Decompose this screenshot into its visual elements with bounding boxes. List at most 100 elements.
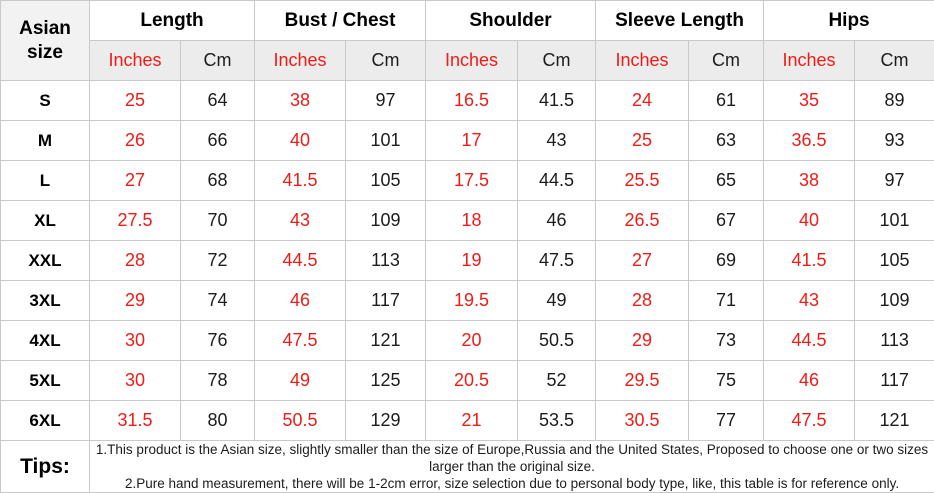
- sleeve-inches-value: 28: [595, 280, 690, 321]
- bust-cm-value: 113: [345, 240, 427, 281]
- shoulder-cm-value: 49: [517, 280, 597, 321]
- shoulder-inches-value: 19.5: [425, 280, 519, 321]
- sleeve-inches-header: Inches: [595, 40, 690, 81]
- shoulder-cm-value: 44.5: [517, 160, 597, 201]
- hips-cm-value: 113: [854, 320, 934, 361]
- shoulder-inches-value: 19: [425, 240, 519, 281]
- sleeve-cm-value: 71: [688, 280, 765, 321]
- hips-inches-value: 40: [763, 200, 856, 241]
- header-row-groups: Asian size Length Bust / Chest Shoulder …: [0, 0, 934, 81]
- sleeve-inches-value: 25: [595, 120, 690, 161]
- bust-cm-value: 101: [345, 120, 427, 161]
- hips-inches-value: 35: [763, 80, 856, 121]
- hips-cm-value: 101: [854, 200, 934, 241]
- size-label: 5XL: [0, 360, 90, 401]
- shoulder-inches-value: 21: [425, 400, 519, 441]
- length-inches-value: 26: [89, 120, 181, 161]
- column-group-shoulder: Shoulder: [425, 0, 597, 41]
- size-label: S: [0, 80, 90, 121]
- bust-cm-value: 125: [345, 360, 427, 401]
- sleeve-inches-value: 25.5: [595, 160, 690, 201]
- hips-cm-value: 93: [854, 120, 934, 161]
- shoulder-cm-header: Cm: [517, 40, 597, 81]
- length-inches-value: 27: [89, 160, 181, 201]
- bust-inches-value: 44.5: [254, 240, 347, 281]
- table-row-xl: XL 27.5 70 43 109 18 46 26.5 67 40 101: [0, 200, 934, 241]
- length-cm-value: 64: [179, 80, 256, 121]
- size-label: M: [0, 120, 90, 161]
- length-inches-value: 28: [89, 240, 181, 281]
- length-inches-header: Inches: [89, 40, 181, 81]
- column-group-hips: Hips: [763, 0, 934, 41]
- sleeve-inches-value: 27: [595, 240, 690, 281]
- bust-inches-value: 40: [254, 120, 347, 161]
- size-label: 6XL: [0, 400, 90, 441]
- table-row-5xl: 5XL 30 78 49 125 20.5 52 29.5 75 46 117: [0, 360, 934, 401]
- table-row-l: L 27 68 41.5 105 17.5 44.5 25.5 65 38 97: [0, 160, 934, 201]
- shoulder-cm-value: 46: [517, 200, 597, 241]
- bust-cm-value: 117: [345, 280, 427, 321]
- length-cm-value: 66: [179, 120, 256, 161]
- shoulder-cm-value: 50.5: [517, 320, 597, 361]
- table-row-3xl: 3XL 29 74 46 117 19.5 49 28 71 43 109: [0, 280, 934, 321]
- hips-inches-header: Inches: [763, 40, 856, 81]
- shoulder-cm-value: 52: [517, 360, 597, 401]
- bust-inches-value: 46: [254, 280, 347, 321]
- bust-inches-value: 43: [254, 200, 347, 241]
- shoulder-inches-value: 20.5: [425, 360, 519, 401]
- shoulder-cm-value: 47.5: [517, 240, 597, 281]
- sleeve-inches-value: 24: [595, 80, 690, 121]
- hips-inches-value: 41.5: [763, 240, 856, 281]
- bust-inches-value: 49: [254, 360, 347, 401]
- length-inches-value: 30: [89, 360, 181, 401]
- shoulder-cm-value: 41.5: [517, 80, 597, 121]
- length-cm-value: 78: [179, 360, 256, 401]
- hips-inches-value: 44.5: [763, 320, 856, 361]
- bust-cm-value: 97: [345, 80, 427, 121]
- length-inches-value: 27.5: [89, 200, 181, 241]
- length-cm-value: 76: [179, 320, 256, 361]
- tips-label: Tips:: [0, 439, 90, 493]
- bust-inches-value: 50.5: [254, 400, 347, 441]
- bust-inches-value: 41.5: [254, 160, 347, 201]
- shoulder-inches-value: 17: [425, 120, 519, 161]
- shoulder-inches-value: 20: [425, 320, 519, 361]
- header-row-units: Inches Cm Inches Cm Inches Cm Inches Cm …: [1, 40, 934, 81]
- size-label: XXL: [0, 240, 90, 281]
- shoulder-inches-value: 18: [425, 200, 519, 241]
- length-cm-header: Cm: [179, 40, 256, 81]
- bust-cm-header: Cm: [345, 40, 427, 81]
- tips-note-1: 1.This product is the Asian size, slight…: [95, 442, 929, 475]
- hips-inches-value: 47.5: [763, 400, 856, 441]
- column-group-bust-chest: Bust / Chest: [254, 0, 427, 41]
- length-cm-value: 70: [179, 200, 256, 241]
- shoulder-inches-header: Inches: [425, 40, 519, 81]
- corner-header: Asian size: [0, 0, 90, 81]
- size-label: L: [0, 160, 90, 201]
- table-row-6xl: 6XL 31.5 80 50.5 129 21 53.5 30.5 77 47.…: [0, 400, 934, 441]
- tips-content: 1.This product is the Asian size, slight…: [88, 439, 934, 493]
- hips-cm-value: 109: [854, 280, 934, 321]
- hips-inches-value: 36.5: [763, 120, 856, 161]
- length-inches-value: 25: [89, 80, 181, 121]
- table-row-4xl: 4XL 30 76 47.5 121 20 50.5 29 73 44.5 11…: [0, 320, 934, 361]
- sleeve-inches-value: 29: [595, 320, 690, 361]
- sleeve-inches-value: 30.5: [595, 400, 690, 441]
- bust-inches-value: 38: [254, 80, 347, 121]
- bust-cm-value: 121: [345, 320, 427, 361]
- hips-cm-header: Cm: [854, 40, 934, 81]
- length-cm-value: 68: [179, 160, 256, 201]
- sleeve-inches-value: 29.5: [595, 360, 690, 401]
- hips-inches-value: 43: [763, 280, 856, 321]
- table-row-s: S 25 64 38 97 16.5 41.5 24 61 35 89: [0, 80, 934, 121]
- bust-inches-value: 47.5: [254, 320, 347, 361]
- sleeve-cm-value: 61: [688, 80, 765, 121]
- sleeve-cm-value: 75: [688, 360, 765, 401]
- sleeve-cm-value: 77: [688, 400, 765, 441]
- sleeve-cm-value: 73: [688, 320, 765, 361]
- length-cm-value: 80: [179, 400, 256, 441]
- sleeve-inches-value: 26.5: [595, 200, 690, 241]
- column-group-length: Length: [88, 0, 256, 41]
- tips-note-2: 2.Pure hand measurement, there will be 1…: [124, 476, 900, 492]
